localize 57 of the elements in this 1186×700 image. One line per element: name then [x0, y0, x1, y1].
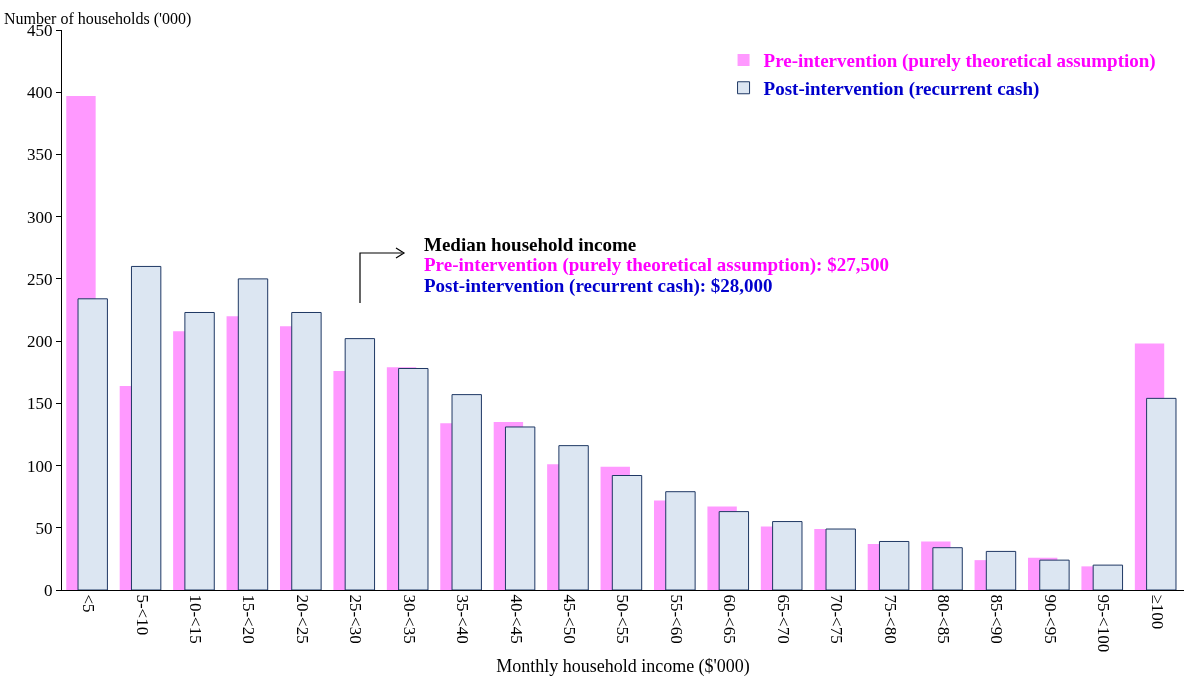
- bar: [1146, 397, 1177, 590]
- bar: [825, 528, 856, 590]
- x-tick-label: 95-<100: [1094, 594, 1114, 653]
- x-tick-label: 85-<90: [987, 594, 1007, 644]
- x-tick-label: 50-<55: [613, 594, 633, 644]
- bar: [130, 265, 162, 590]
- bar: [611, 475, 643, 590]
- bar: [1039, 559, 1070, 590]
- bar: [291, 311, 322, 590]
- x-tick-label: 10-<15: [186, 594, 206, 644]
- x-tick-label: 30-<35: [399, 594, 419, 644]
- bar: [878, 540, 910, 590]
- annotation: Median household income: [424, 234, 637, 255]
- bar: [504, 426, 536, 590]
- bar: [985, 550, 1017, 590]
- bar: [398, 367, 429, 590]
- y-tick-label: 300: [27, 207, 53, 227]
- x-tick-label: 40-<45: [506, 594, 526, 644]
- x-tick-label: 5-<10: [132, 594, 152, 636]
- y-tick-label: 150: [27, 394, 53, 414]
- legend-label: Pre-intervention (purely theoretical assumption): [763, 50, 1156, 73]
- x-tick-label: <5: [79, 594, 99, 613]
- y-tick-label: 400: [27, 83, 53, 103]
- x-tick-label: 35-<40: [453, 594, 473, 644]
- y-tick-label: 0: [44, 580, 53, 600]
- bar: [1092, 564, 1124, 590]
- y-tick-label: 250: [27, 269, 53, 289]
- bar: [77, 298, 108, 590]
- x-tick-label: 75-<80: [880, 594, 900, 644]
- y-tick-label: 100: [27, 456, 53, 476]
- bar: [718, 511, 750, 590]
- x-tick-label: 25-<30: [346, 594, 366, 644]
- x-axis-title: Monthly household income ($'000): [496, 656, 750, 678]
- annotation: Pre-intervention (purely theoretical assumption): $27,500: [424, 254, 889, 276]
- x-tick-label: 65-<70: [773, 594, 793, 644]
- y-tick-label: 200: [27, 332, 53, 352]
- bar: [344, 338, 376, 590]
- x-tick-label: 80-<85: [934, 594, 954, 644]
- bar: [237, 278, 269, 590]
- x-tick-label: 70-<75: [827, 594, 847, 644]
- x-tick-label: 15-<20: [239, 594, 259, 644]
- bar: [772, 521, 803, 590]
- bar: [665, 491, 696, 590]
- x-tick-label: 20-<25: [292, 594, 312, 644]
- x-tick-label: 45-<50: [560, 594, 580, 644]
- annotation: Post-intervention (recurrent cash): $28,000: [424, 275, 773, 297]
- bar: [451, 394, 482, 590]
- bar: [932, 547, 963, 590]
- x-tick-label: 90-<95: [1040, 594, 1060, 644]
- bar: [184, 311, 215, 590]
- y-tick-label: 350: [27, 145, 53, 165]
- legend-label: Post-intervention (recurrent cash): [763, 78, 1040, 101]
- bar: [558, 445, 589, 590]
- x-tick-label: 55-<60: [666, 594, 686, 644]
- x-tick-label: ≥100: [1147, 594, 1167, 630]
- y-tick-label: 50: [35, 518, 53, 538]
- x-tick-label: 60-<65: [720, 594, 740, 644]
